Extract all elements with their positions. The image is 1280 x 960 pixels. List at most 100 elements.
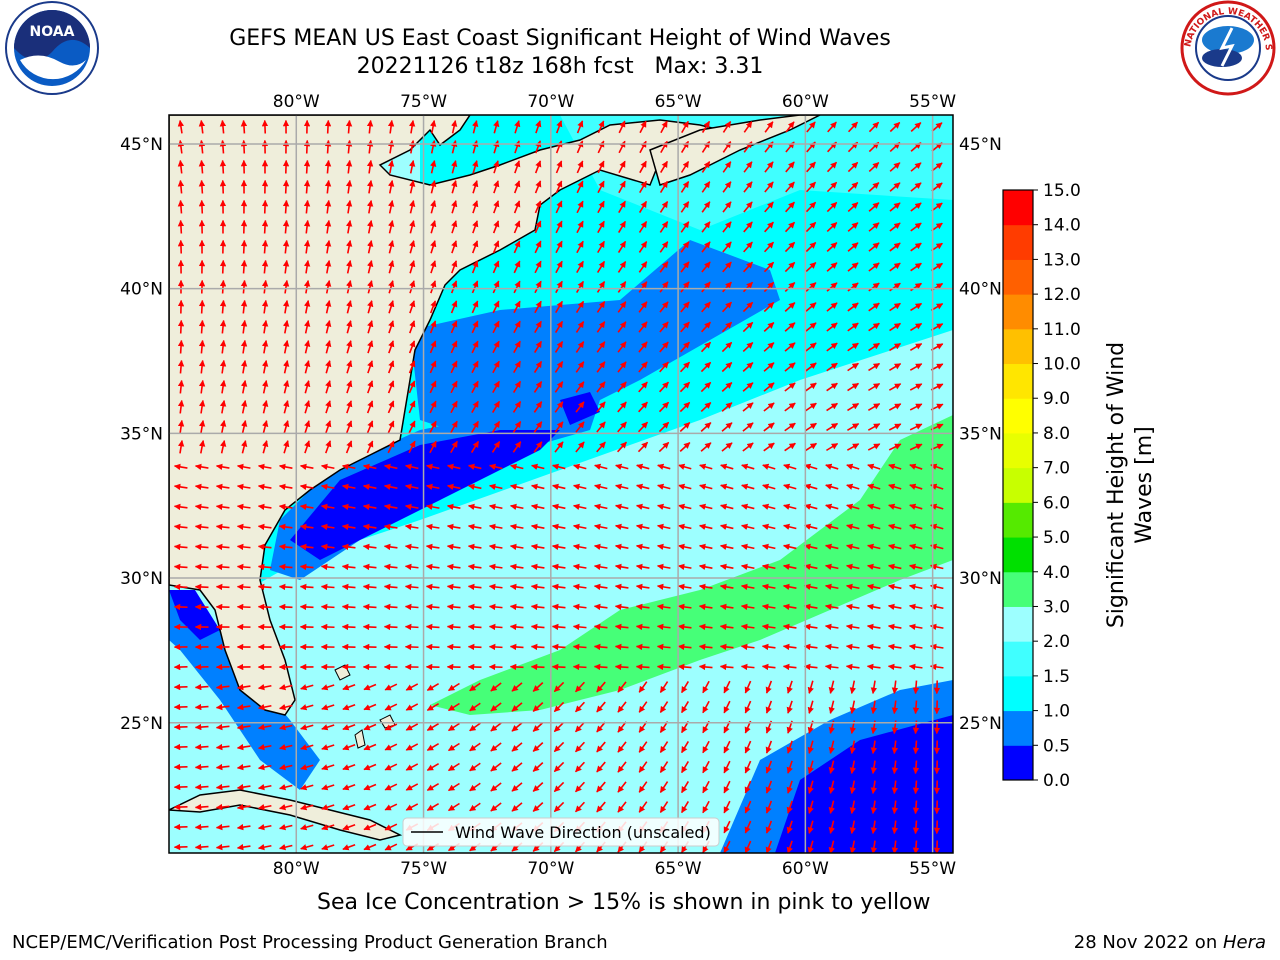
wind-arrow bbox=[408, 139, 416, 154]
wind-arrow bbox=[468, 483, 482, 490]
wind-arrow bbox=[784, 362, 796, 372]
wind-arrow bbox=[551, 643, 566, 651]
wind-arrow bbox=[888, 403, 902, 411]
wind-arrow bbox=[740, 663, 755, 671]
wind-arrow bbox=[909, 463, 923, 470]
wind-arrow bbox=[447, 483, 461, 490]
wind-arrow bbox=[680, 201, 690, 213]
wind-arrow bbox=[278, 483, 293, 491]
wind-arrow bbox=[596, 681, 606, 693]
wind-arrow bbox=[615, 503, 629, 510]
wave-band-0-0.5-c bbox=[775, 715, 953, 853]
wind-arrow bbox=[513, 240, 521, 254]
wind-arrow bbox=[430, 140, 437, 154]
wind-arrow bbox=[236, 723, 251, 731]
wind-arrow bbox=[530, 603, 545, 611]
wind-arrow bbox=[551, 623, 566, 631]
wind-arrow bbox=[425, 543, 440, 551]
wind-arrow bbox=[240, 279, 248, 294]
wind-arrow bbox=[575, 441, 585, 453]
wind-arrow bbox=[782, 643, 797, 651]
wind-arrow bbox=[931, 242, 943, 252]
wind-arrow bbox=[362, 583, 377, 591]
colorbar-tick-label: 0.5 bbox=[1043, 736, 1070, 756]
wind-arrow bbox=[299, 523, 314, 531]
wind-arrow bbox=[282, 239, 290, 254]
wind-arrow bbox=[785, 161, 795, 173]
wind-arrow bbox=[451, 160, 458, 174]
wind-arrow bbox=[803, 603, 818, 611]
wind-arrow bbox=[572, 523, 587, 531]
wind-arrow bbox=[533, 401, 543, 413]
wind-arrow bbox=[240, 359, 248, 374]
wind-arrow bbox=[743, 121, 753, 133]
wind-arrow bbox=[596, 321, 606, 333]
wind-arrow bbox=[702, 700, 710, 714]
wind-arrow bbox=[889, 262, 901, 272]
wind-arrow bbox=[215, 723, 230, 731]
wind-arrow bbox=[513, 320, 521, 334]
wind-arrow bbox=[531, 483, 545, 490]
wind-arrow bbox=[509, 603, 524, 611]
wind-arrow bbox=[471, 320, 479, 334]
wind-arrow bbox=[363, 683, 377, 691]
wind-arrow bbox=[824, 583, 839, 591]
wind-arrow bbox=[325, 380, 332, 394]
wind-arrow bbox=[574, 681, 586, 693]
wind-arrow bbox=[304, 440, 311, 454]
wind-arrow bbox=[741, 523, 755, 530]
wind-arrow bbox=[680, 701, 690, 714]
wind-arrow bbox=[849, 680, 856, 694]
lon-tick-bottom: 60°W bbox=[782, 859, 829, 879]
wind-arrow bbox=[680, 241, 690, 253]
wind-arrow bbox=[236, 503, 251, 511]
wind-arrow bbox=[784, 221, 796, 233]
wind-arrow bbox=[615, 463, 629, 470]
wind-arrow bbox=[346, 320, 353, 334]
wind-arrow bbox=[471, 360, 479, 374]
wind-arrow bbox=[321, 724, 335, 731]
wind-arrow bbox=[236, 603, 251, 611]
colorbar-segment bbox=[1003, 537, 1033, 573]
wind-arrow bbox=[279, 704, 293, 711]
wind-arrow bbox=[198, 379, 206, 394]
wind-arrow bbox=[509, 623, 524, 631]
wind-arrow bbox=[194, 743, 209, 751]
wind-arrow bbox=[472, 200, 479, 214]
wind-arrow bbox=[279, 724, 293, 731]
wind-arrow bbox=[702, 680, 710, 694]
wind-arrow bbox=[472, 220, 479, 234]
wind-arrow bbox=[345, 219, 353, 234]
wind-arrow bbox=[722, 181, 732, 193]
wind-arrow bbox=[490, 682, 502, 692]
lat-tick-left: 40°N bbox=[120, 280, 163, 300]
wind-arrow bbox=[742, 382, 754, 392]
wind-arrow bbox=[429, 440, 437, 454]
wind-arrow bbox=[807, 700, 814, 714]
wind-arrow bbox=[784, 281, 796, 293]
wind-arrow bbox=[931, 222, 943, 232]
wind-arrow bbox=[236, 483, 251, 491]
wind-arrow bbox=[471, 380, 479, 394]
wind-arrow bbox=[278, 543, 293, 551]
wind-arrow bbox=[845, 583, 860, 590]
wind-arrow bbox=[639, 160, 647, 174]
wind-arrow bbox=[679, 442, 691, 452]
wind-arrow bbox=[303, 279, 311, 294]
wind-arrow bbox=[593, 543, 608, 551]
wind-arrow bbox=[889, 202, 901, 212]
wind-arrow bbox=[554, 381, 564, 393]
wind-arrow bbox=[618, 160, 626, 174]
wind-arrow bbox=[719, 583, 734, 591]
wind-arrow bbox=[805, 181, 817, 193]
wind-arrow bbox=[701, 201, 711, 213]
wind-arrow bbox=[261, 279, 269, 294]
wind-arrow bbox=[868, 382, 881, 392]
wind-arrow bbox=[575, 421, 585, 433]
wind-arrow bbox=[341, 523, 356, 531]
wind-arrow bbox=[701, 120, 711, 133]
wind-arrow bbox=[262, 400, 269, 414]
wind-arrow bbox=[471, 340, 479, 354]
wind-arrow bbox=[740, 643, 755, 651]
wind-arrow bbox=[867, 583, 881, 590]
